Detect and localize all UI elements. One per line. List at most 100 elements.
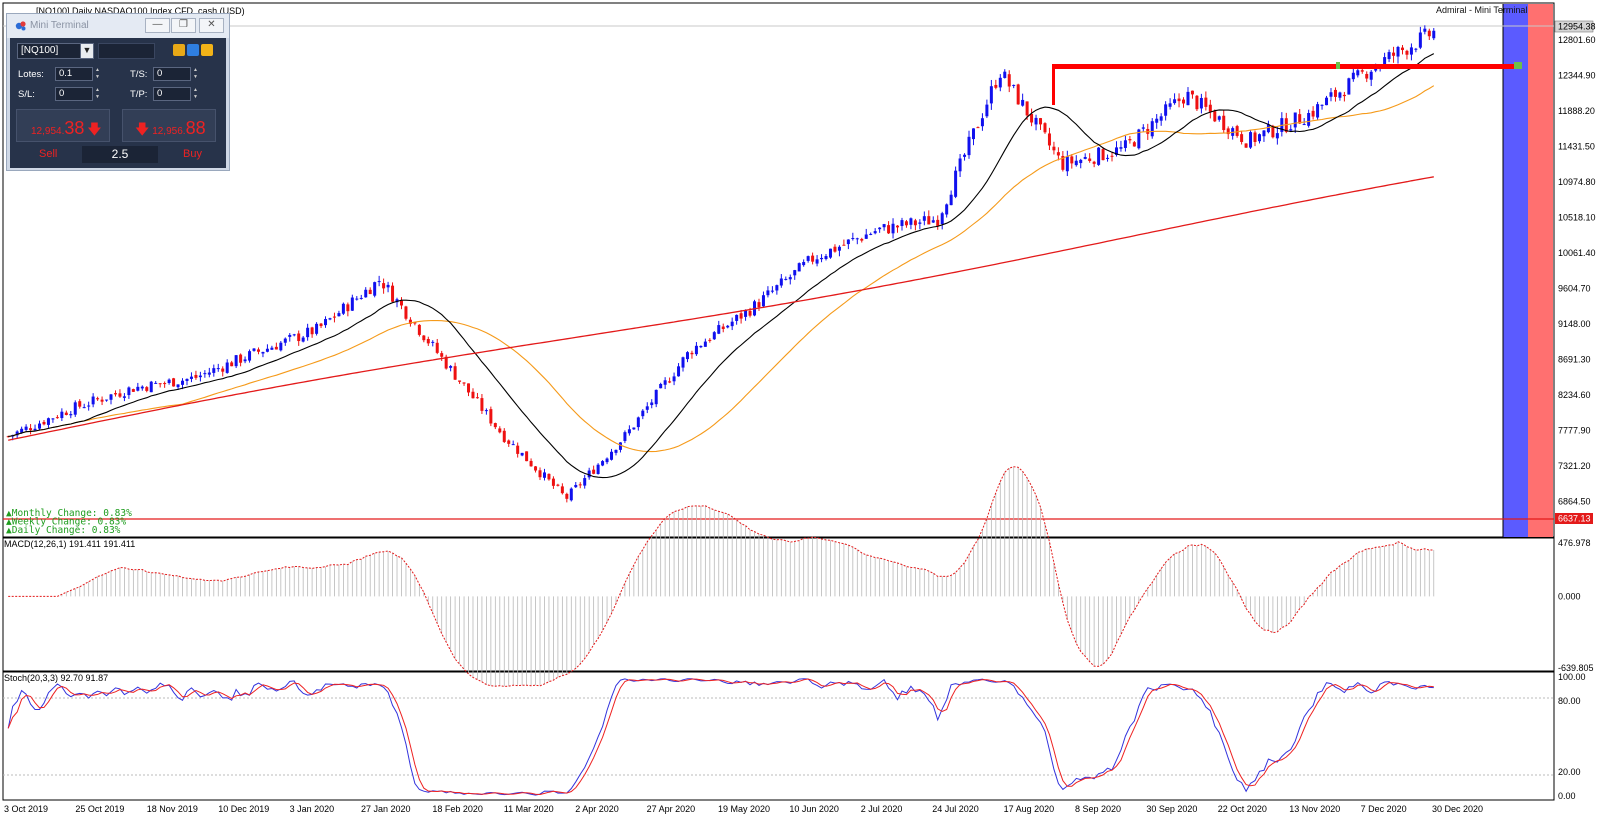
- ts-stepper[interactable]: ▲ ▼: [193, 67, 198, 80]
- candle-body: [234, 355, 238, 367]
- candle-body: [1052, 146, 1056, 151]
- candle-body: [458, 380, 462, 382]
- candle-body: [1347, 78, 1351, 95]
- expand-icon[interactable]: [201, 44, 213, 56]
- candle-body: [1396, 46, 1400, 57]
- candle-body: [413, 322, 417, 324]
- buy-price-box[interactable]: 🡇 12,956.88: [122, 109, 216, 142]
- chevron-down-icon[interactable]: ▼: [80, 43, 94, 59]
- sell-button[interactable]: Sell: [39, 148, 58, 160]
- candle-body: [149, 381, 153, 393]
- candle-body: [887, 225, 891, 234]
- candle-body: [256, 349, 260, 352]
- candle-body: [547, 473, 551, 480]
- candle-body: [596, 464, 600, 474]
- tp-input[interactable]: 0: [153, 87, 191, 101]
- candle-body: [891, 223, 895, 234]
- candle-body: [1262, 130, 1266, 137]
- candle-body: [1141, 127, 1145, 129]
- candle-body: [1316, 104, 1320, 118]
- close-button[interactable]: ✕: [199, 18, 224, 33]
- resistance-end-marker: [1514, 62, 1522, 69]
- candle-body: [1182, 99, 1186, 104]
- date-tick-label: 24 Jul 2020: [932, 804, 979, 814]
- candle-body: [154, 382, 158, 384]
- candle-body: [820, 257, 824, 260]
- candle-body: [274, 346, 278, 350]
- candle-body: [574, 484, 578, 488]
- symbol-select[interactable]: [NQ100]: [17, 43, 92, 59]
- stoch-lines: [7, 678, 1434, 796]
- buy-button[interactable]: Buy: [183, 148, 202, 160]
- sl-input[interactable]: 0: [55, 87, 93, 101]
- candle-body: [1110, 155, 1114, 157]
- sell-price-box[interactable]: 12,954.38 🡇: [16, 109, 110, 142]
- minimize-button[interactable]: —: [145, 18, 170, 33]
- mini-terminal-titlebar[interactable]: Mini Terminal — ❐ ✕: [7, 14, 229, 38]
- candle-body: [828, 248, 832, 258]
- candle-body: [516, 445, 520, 454]
- stoch-main-line: [7, 678, 1434, 796]
- time-axis: 3 Oct 2019 25 Oct 2019 18 Nov 2019 10 Dec 2…: [4, 804, 1483, 814]
- candle-body: [1079, 159, 1083, 164]
- candle-body: [1092, 161, 1096, 164]
- candle-body: [216, 368, 220, 370]
- lots-stepper[interactable]: ▲ ▼: [95, 67, 100, 80]
- restore-button[interactable]: ❐: [171, 18, 196, 33]
- candle-body: [1150, 121, 1154, 137]
- candle-body: [1007, 74, 1011, 87]
- candle-body: [699, 345, 703, 348]
- candle-body: [1204, 97, 1208, 107]
- sl-stepper[interactable]: ▲ ▼: [95, 87, 100, 100]
- candle-body: [301, 337, 305, 342]
- macd-signal-line: [8, 466, 1434, 687]
- candle-body: [1342, 94, 1346, 97]
- candle-body: [614, 449, 618, 453]
- candle-body: [878, 227, 882, 230]
- candle-body: [945, 204, 949, 215]
- lots-label: Lotes:: [18, 69, 44, 80]
- candle-body: [668, 381, 672, 383]
- candle-body: [462, 382, 466, 384]
- candle-body: [766, 290, 770, 296]
- candle-body: [949, 194, 953, 206]
- candle-body: [404, 306, 408, 319]
- lots-input[interactable]: 0.1: [55, 67, 93, 81]
- mini-terminal-window[interactable]: Mini Terminal — ❐ ✕ [NQ100] ▼ Lotes: 0.1…: [6, 13, 230, 171]
- ts-input[interactable]: 0: [153, 67, 191, 81]
- candle-body: [489, 409, 493, 424]
- candle-body: [663, 380, 667, 385]
- arrow-down-icon: 🡇: [135, 121, 150, 137]
- resistance-line[interactable]: [1052, 64, 1514, 69]
- candle-body: [1168, 103, 1172, 107]
- symbol-extra-field: [98, 43, 155, 59]
- candle-body: [1405, 50, 1409, 55]
- candle-body: [145, 387, 149, 391]
- candle-body: [1266, 124, 1270, 133]
- candle-body: [1155, 118, 1159, 123]
- tp-label: T/P:: [130, 89, 148, 100]
- candle-body: [158, 383, 162, 385]
- candle-body: [1097, 147, 1101, 165]
- candle-body: [386, 284, 390, 288]
- candle-body: [1030, 113, 1034, 123]
- candle-body: [1074, 160, 1078, 166]
- candle-body: [748, 310, 752, 316]
- candle-body: [324, 319, 328, 326]
- candle-body: [467, 383, 471, 393]
- gear-icon[interactable]: [187, 44, 199, 56]
- tp-stepper[interactable]: ▲ ▼: [193, 87, 198, 100]
- candle-body: [1325, 97, 1329, 106]
- candles-layer: [6, 25, 1436, 503]
- candle-body: [163, 383, 167, 385]
- price-tick-label: 12801.60: [1558, 35, 1596, 45]
- candle-body: [181, 380, 185, 385]
- candle-body: [417, 324, 421, 335]
- date-tick-label: 7 Dec 2020: [1361, 804, 1407, 814]
- candle-body: [359, 297, 363, 299]
- candle-body: [806, 256, 810, 261]
- candle-body: [1021, 99, 1025, 106]
- link-icon[interactable]: [173, 44, 185, 56]
- candle-body: [811, 255, 815, 262]
